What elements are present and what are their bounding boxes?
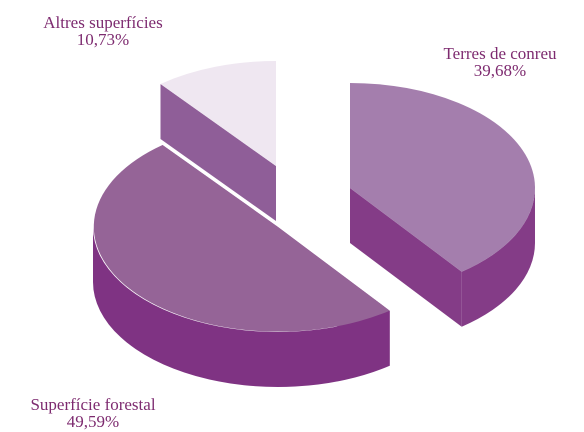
pie-slice-wall-terres-de-conreu-1 bbox=[350, 188, 462, 327]
slice-value-superficie-forestal: 49,59% bbox=[66, 412, 120, 431]
pie-slice-top-altres-superficies bbox=[160, 61, 276, 166]
slice-value-altres-superficies: 10,73% bbox=[76, 30, 130, 49]
slice-label-superficie-forestal: Superfície forestal 49,59% bbox=[14, 396, 172, 430]
slice-name-altres-superficies: Altres superfícies bbox=[43, 13, 163, 32]
pie-slice-side-superficie-forestal bbox=[93, 227, 390, 387]
pie-slice-altres-superficies bbox=[160, 61, 276, 221]
pie-slice-wall-altres-superficies-0 bbox=[160, 84, 276, 221]
pie-slice-terres-de-conreu bbox=[350, 83, 535, 327]
pie-slice-superficie-forestal bbox=[93, 145, 390, 387]
slice-name-terres-de-conreu: Terres de conreu bbox=[443, 44, 557, 63]
pie-slice-top-terres-de-conreu bbox=[350, 83, 535, 272]
slice-label-altres-superficies: Altres superfícies 10,73% bbox=[14, 14, 192, 48]
slice-name-superficie-forestal: Superfície forestal bbox=[30, 395, 156, 414]
pie-slice-side-terres-de-conreu bbox=[461, 188, 535, 327]
slice-label-terres-de-conreu: Terres de conreu 39,68% bbox=[432, 45, 568, 79]
pie-slice-top-superficie-forestal bbox=[93, 145, 390, 332]
slice-value-terres-de-conreu: 39,68% bbox=[473, 61, 527, 80]
